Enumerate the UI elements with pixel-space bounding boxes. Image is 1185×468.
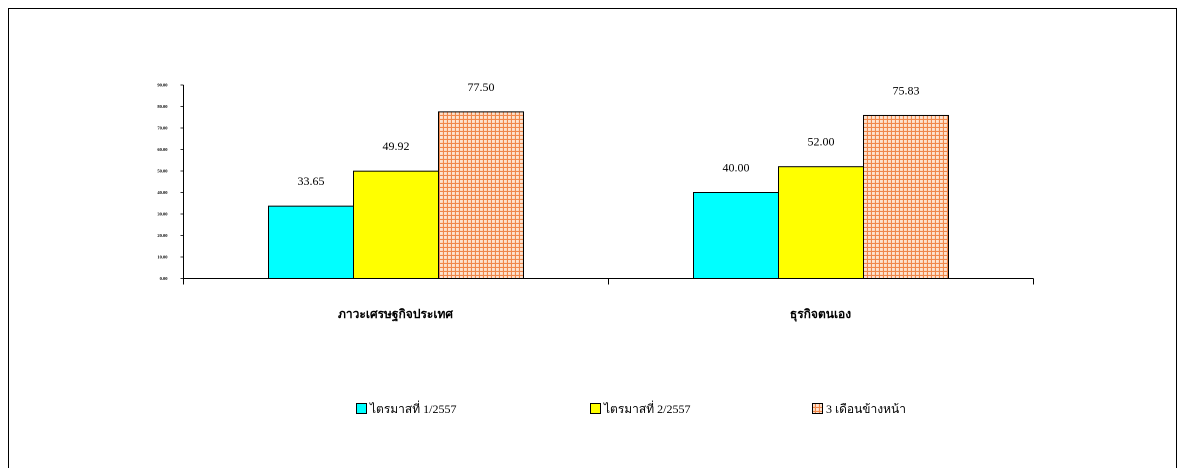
bar xyxy=(863,114,949,279)
data-label: 33.65 xyxy=(298,174,325,188)
legend-item: ไตรมาสที่ 2/2557 xyxy=(590,400,691,416)
data-label: 40.00 xyxy=(723,161,750,175)
bar xyxy=(693,192,779,279)
data-label: 75.83 xyxy=(893,83,920,97)
legend-swatch xyxy=(590,403,601,414)
bar xyxy=(353,170,439,279)
y-tick-label: 50.00 xyxy=(157,169,168,174)
y-tick-label: 0.00 xyxy=(160,276,169,281)
bar xyxy=(268,205,354,279)
legend: ไตรมาสที่ 1/2557 ไตรมาสที่ 2/2557 3 เดือ… xyxy=(356,400,906,416)
bar xyxy=(438,111,524,279)
y-tick-label: 60.00 xyxy=(157,147,168,152)
legend-label: ไตรมาสที่ 2/2557 xyxy=(603,400,691,416)
legend-item: 3 เดือนข้างหน้า xyxy=(812,402,906,416)
category-label: ธุรกิจตนเอง xyxy=(790,307,851,322)
bars xyxy=(268,111,949,279)
data-labels: 33.65 40.00 49.92 52.00 77.50 75.83 xyxy=(298,80,920,188)
y-tick-label: 10.00 xyxy=(157,255,168,260)
legend-swatch xyxy=(356,403,367,414)
y-tick-label: 40.00 xyxy=(157,190,168,195)
y-tick-label: 20.00 xyxy=(157,233,168,238)
legend-label: 3 เดือนข้างหน้า xyxy=(826,402,906,416)
legend-item: ไตรมาสที่ 1/2557 xyxy=(356,400,457,416)
y-tick-label: 70.00 xyxy=(157,126,168,131)
legend-swatch xyxy=(812,403,823,414)
y-tick-label: 90.00 xyxy=(157,83,168,88)
legend-label: ไตรมาสที่ 1/2557 xyxy=(369,400,457,416)
y-tick-label: 30.00 xyxy=(157,212,168,217)
chart-frame xyxy=(8,8,1177,468)
y-tick-label: 80.00 xyxy=(157,104,168,109)
data-label: 77.50 xyxy=(468,80,495,94)
bar xyxy=(778,166,864,279)
data-label: 52.00 xyxy=(808,135,835,149)
data-label: 49.92 xyxy=(383,139,410,153)
category-label: ภาวะเศรษฐกิจประเทศ xyxy=(338,307,453,322)
